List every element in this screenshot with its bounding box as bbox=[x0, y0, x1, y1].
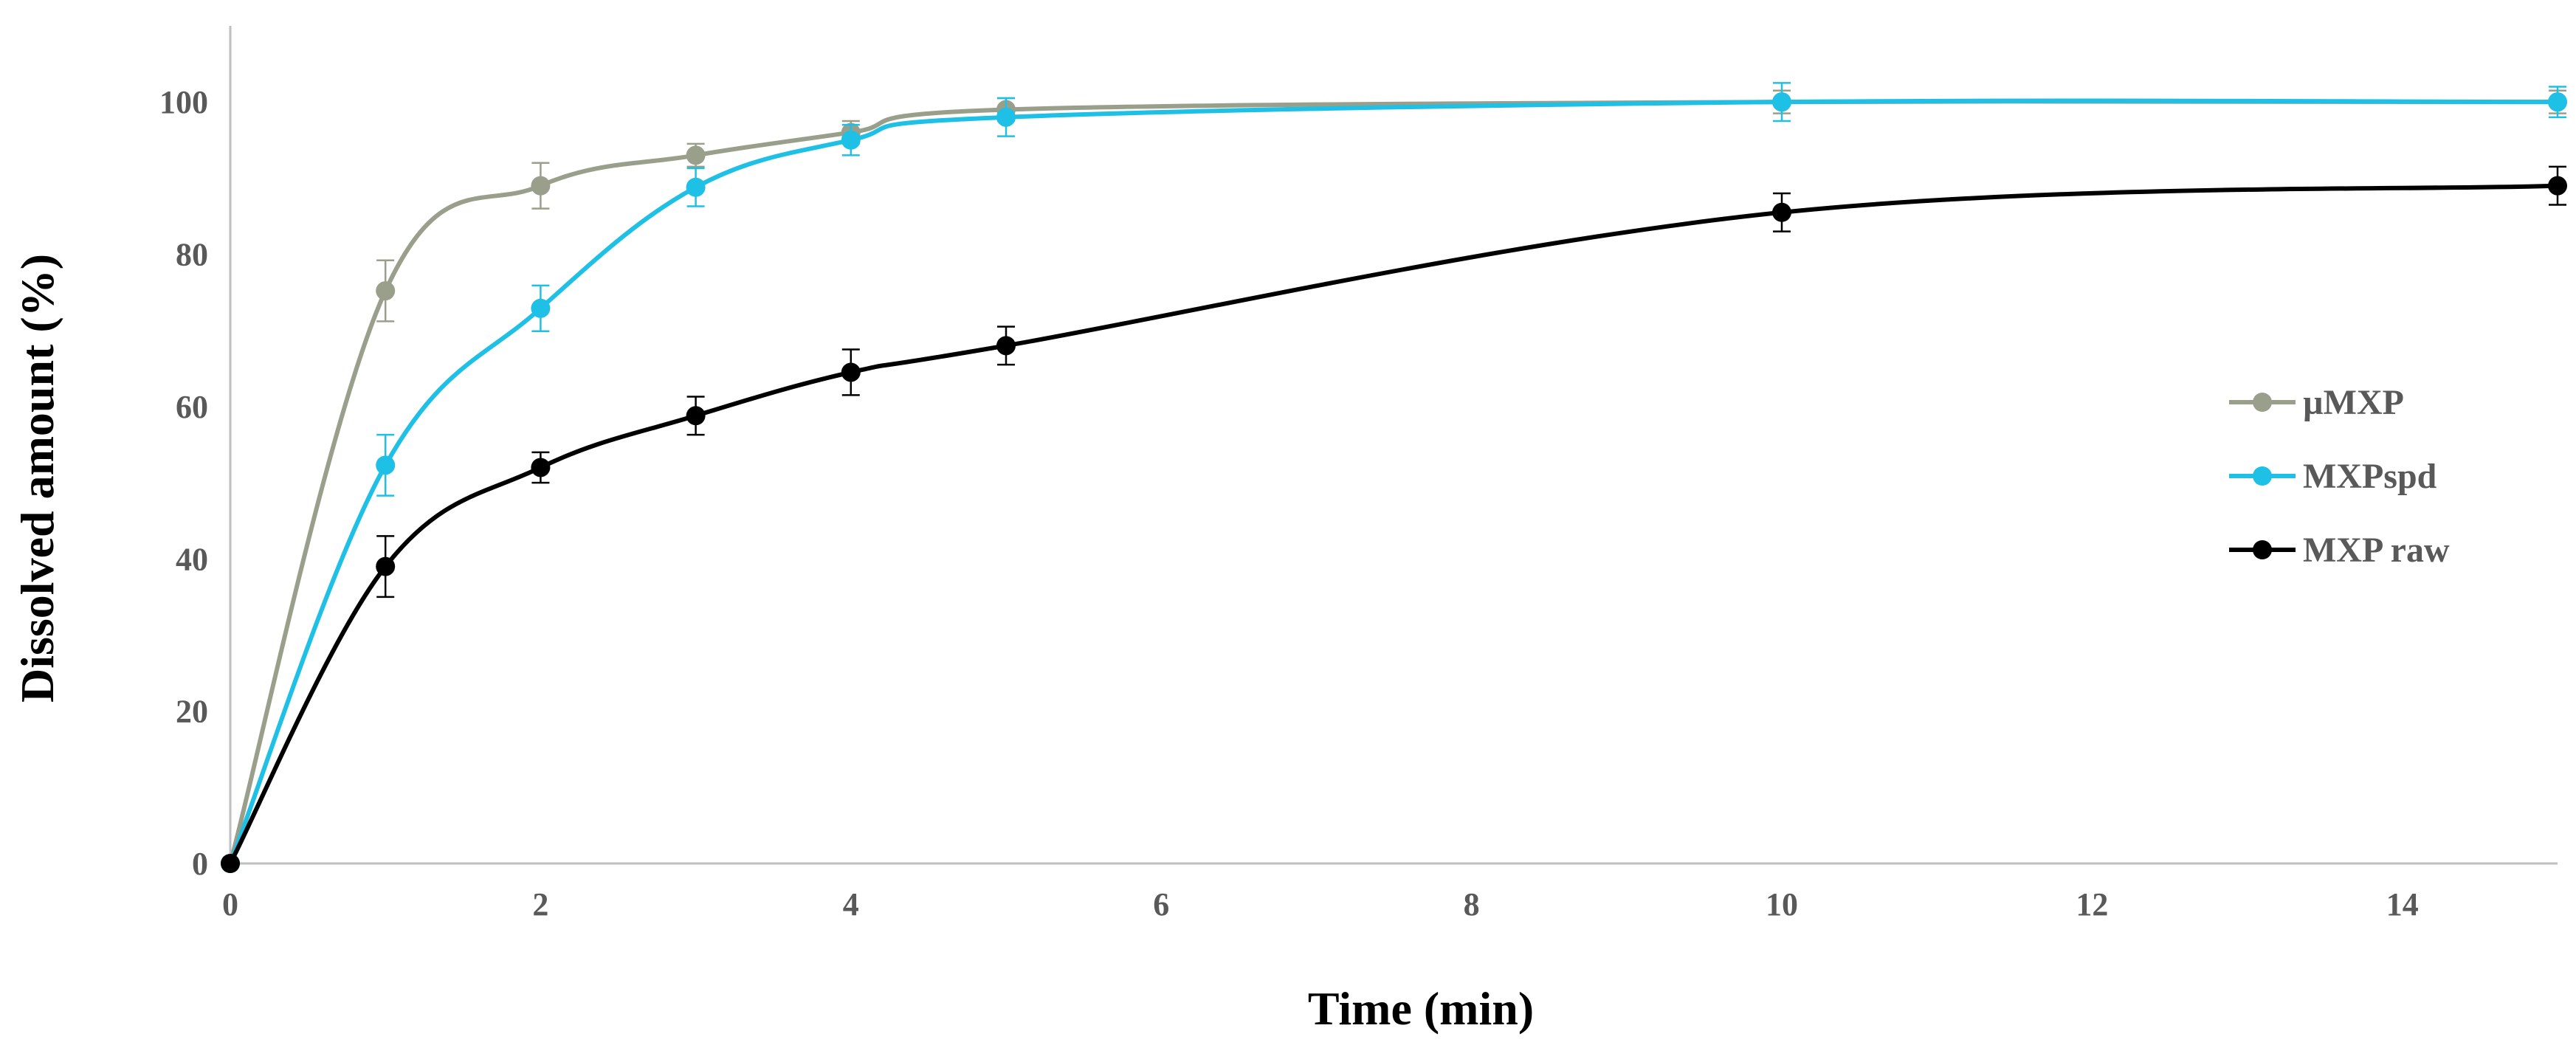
legend-label: MXP raw bbox=[2303, 531, 2450, 570]
x-tick-label: 2 bbox=[532, 886, 548, 922]
series-line bbox=[228, 99, 2558, 864]
data-point bbox=[2548, 92, 2567, 112]
legend: µMXP MXPspd MXP raw bbox=[2229, 383, 2450, 570]
legend-label: MXPspd bbox=[2303, 457, 2437, 496]
legend-item: µMXP bbox=[2229, 383, 2404, 422]
legend-item: MXPspd bbox=[2229, 457, 2437, 496]
y-tick-label: 60 bbox=[176, 389, 208, 425]
series bbox=[221, 82, 2567, 873]
series-line bbox=[228, 183, 2558, 865]
tick-labels: 0 20 40 60 80 100 0 2 4 6 8 10 12 14 bbox=[159, 84, 2419, 922]
x-tick-label: 6 bbox=[1153, 886, 1169, 922]
x-tick-label: 10 bbox=[1766, 886, 1798, 922]
data-point bbox=[376, 556, 396, 576]
legend-swatch-marker bbox=[2253, 393, 2272, 412]
data-point bbox=[686, 177, 706, 197]
y-tick-label: 20 bbox=[176, 694, 208, 730]
data-point bbox=[221, 854, 240, 873]
x-tick-label: 0 bbox=[222, 886, 238, 922]
series-mxp bbox=[221, 89, 2567, 873]
data-point bbox=[686, 406, 706, 426]
axes bbox=[229, 26, 2558, 865]
y-axis-title: Dissolved amount (%) bbox=[11, 254, 63, 703]
legend-label: µMXP bbox=[2303, 383, 2404, 422]
data-point bbox=[531, 176, 551, 196]
data-point bbox=[841, 130, 861, 150]
data-point bbox=[996, 107, 1016, 127]
data-point bbox=[1772, 202, 1791, 222]
data-point bbox=[376, 281, 396, 301]
data-point bbox=[531, 298, 551, 318]
legend-swatch-marker bbox=[2253, 540, 2272, 559]
y-tick-label: 40 bbox=[176, 541, 208, 577]
y-tick-label: 80 bbox=[176, 237, 208, 273]
data-point bbox=[531, 458, 551, 477]
y-tick-label: 100 bbox=[159, 84, 208, 120]
series-mxp-raw bbox=[221, 165, 2567, 873]
x-axis-title: Time (min) bbox=[1308, 982, 1534, 1035]
legend-item: MXP raw bbox=[2229, 531, 2450, 570]
x-tick-label: 8 bbox=[1464, 886, 1480, 922]
series-mxpspd bbox=[221, 82, 2567, 873]
data-point bbox=[686, 145, 706, 165]
x-tick-label: 4 bbox=[843, 886, 859, 922]
data-point bbox=[2548, 176, 2567, 196]
x-tick-label: 12 bbox=[2076, 886, 2108, 922]
x-tick-label: 14 bbox=[2386, 886, 2419, 922]
data-point bbox=[841, 362, 861, 382]
data-point bbox=[376, 455, 396, 475]
series-line bbox=[228, 98, 2558, 865]
data-point bbox=[996, 336, 1016, 356]
legend-swatch-marker bbox=[2253, 466, 2272, 486]
data-point bbox=[1772, 92, 1791, 112]
y-tick-label: 0 bbox=[192, 846, 208, 882]
